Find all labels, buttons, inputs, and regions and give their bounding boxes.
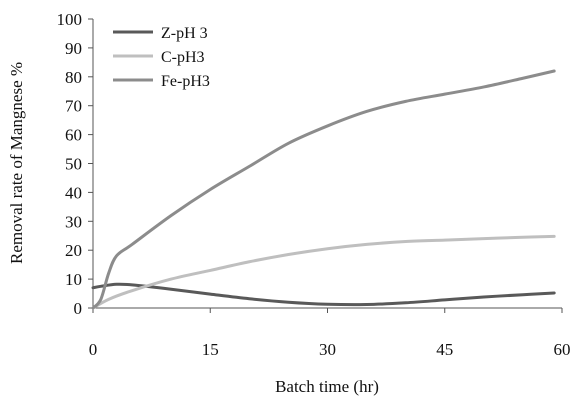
legend-label-z-ph-3: Z-pH 3	[161, 25, 208, 42]
y-tick-label: 20	[65, 241, 82, 260]
legend: Z-pH 3 C-pH3 Fe-pH3	[113, 25, 210, 90]
y-tick-label: 80	[65, 68, 82, 87]
y-tick-label: 50	[65, 155, 82, 174]
series-line-fe-ph3	[91, 69, 556, 310]
y-axis-title: Removal rate of Mangnese %	[7, 62, 26, 264]
x-tick-label: 30	[319, 340, 336, 359]
y-tick-label: 100	[57, 10, 83, 29]
y-tick-label: 40	[65, 183, 82, 202]
x-axis-title: Batch time (hr)	[275, 377, 379, 396]
series-layer	[91, 69, 556, 310]
x-tick-label: 15	[202, 340, 219, 359]
y-tick-label: 60	[65, 126, 82, 145]
x-ticks: 0 15 30 45 60	[89, 308, 571, 359]
y-tick-label: 30	[65, 212, 82, 231]
legend-label-c-ph3: C-pH3	[161, 49, 205, 66]
y-ticks: 0 10 20 30 40 50 60 70 80 90 100	[57, 10, 93, 318]
y-tick-label: 70	[65, 97, 82, 116]
series-line-c-ph3	[91, 234, 556, 310]
x-tick-label: 45	[436, 340, 453, 359]
series-line-z-ph-3	[91, 282, 556, 307]
y-tick-label: 90	[65, 39, 82, 58]
y-tick-label: 0	[74, 299, 83, 318]
legend-label-fe-ph3: Fe-pH3	[161, 73, 210, 90]
x-tick-label: 60	[554, 340, 571, 359]
y-tick-label: 10	[65, 270, 82, 289]
x-tick-label: 0	[89, 340, 98, 359]
